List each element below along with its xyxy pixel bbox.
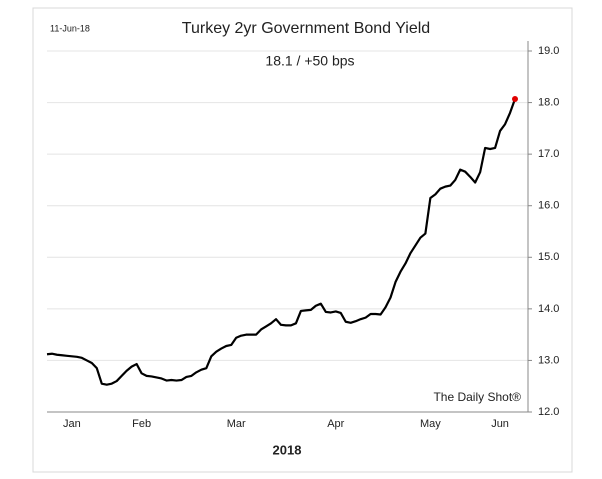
x-tick-label: Apr [327,418,344,430]
last-point [512,95,518,102]
chart-title: Turkey 2yr Government Bond Yield [182,20,430,37]
x-tick-label: Jun [491,418,509,430]
y-tick-label: 13.0 [538,354,559,366]
x-tick-label: May [420,418,441,430]
y-tick-label: 14.0 [538,303,559,315]
x-tick-label: Feb [132,418,151,430]
date-note: 11-Jun-18 [50,23,90,33]
chart-subtitle: 18.1 / +50 bps [265,53,354,69]
y-tick-label: 18.0 [538,96,559,108]
chart-frame [32,7,573,473]
x-tick-label: Jan [63,418,81,430]
x-tick-label: Mar [227,418,246,430]
yield-line [46,98,517,386]
source-note: The Daily Shot® [433,390,521,404]
y-tick-label: 19.0 [538,45,559,57]
x-axis-label: 2018 [273,442,302,457]
y-tick-label: 15.0 [538,251,559,263]
y-tick-label: 17.0 [538,148,559,160]
y-tick-label: 12.0 [538,406,559,418]
y-tick-label: 16.0 [538,200,559,212]
